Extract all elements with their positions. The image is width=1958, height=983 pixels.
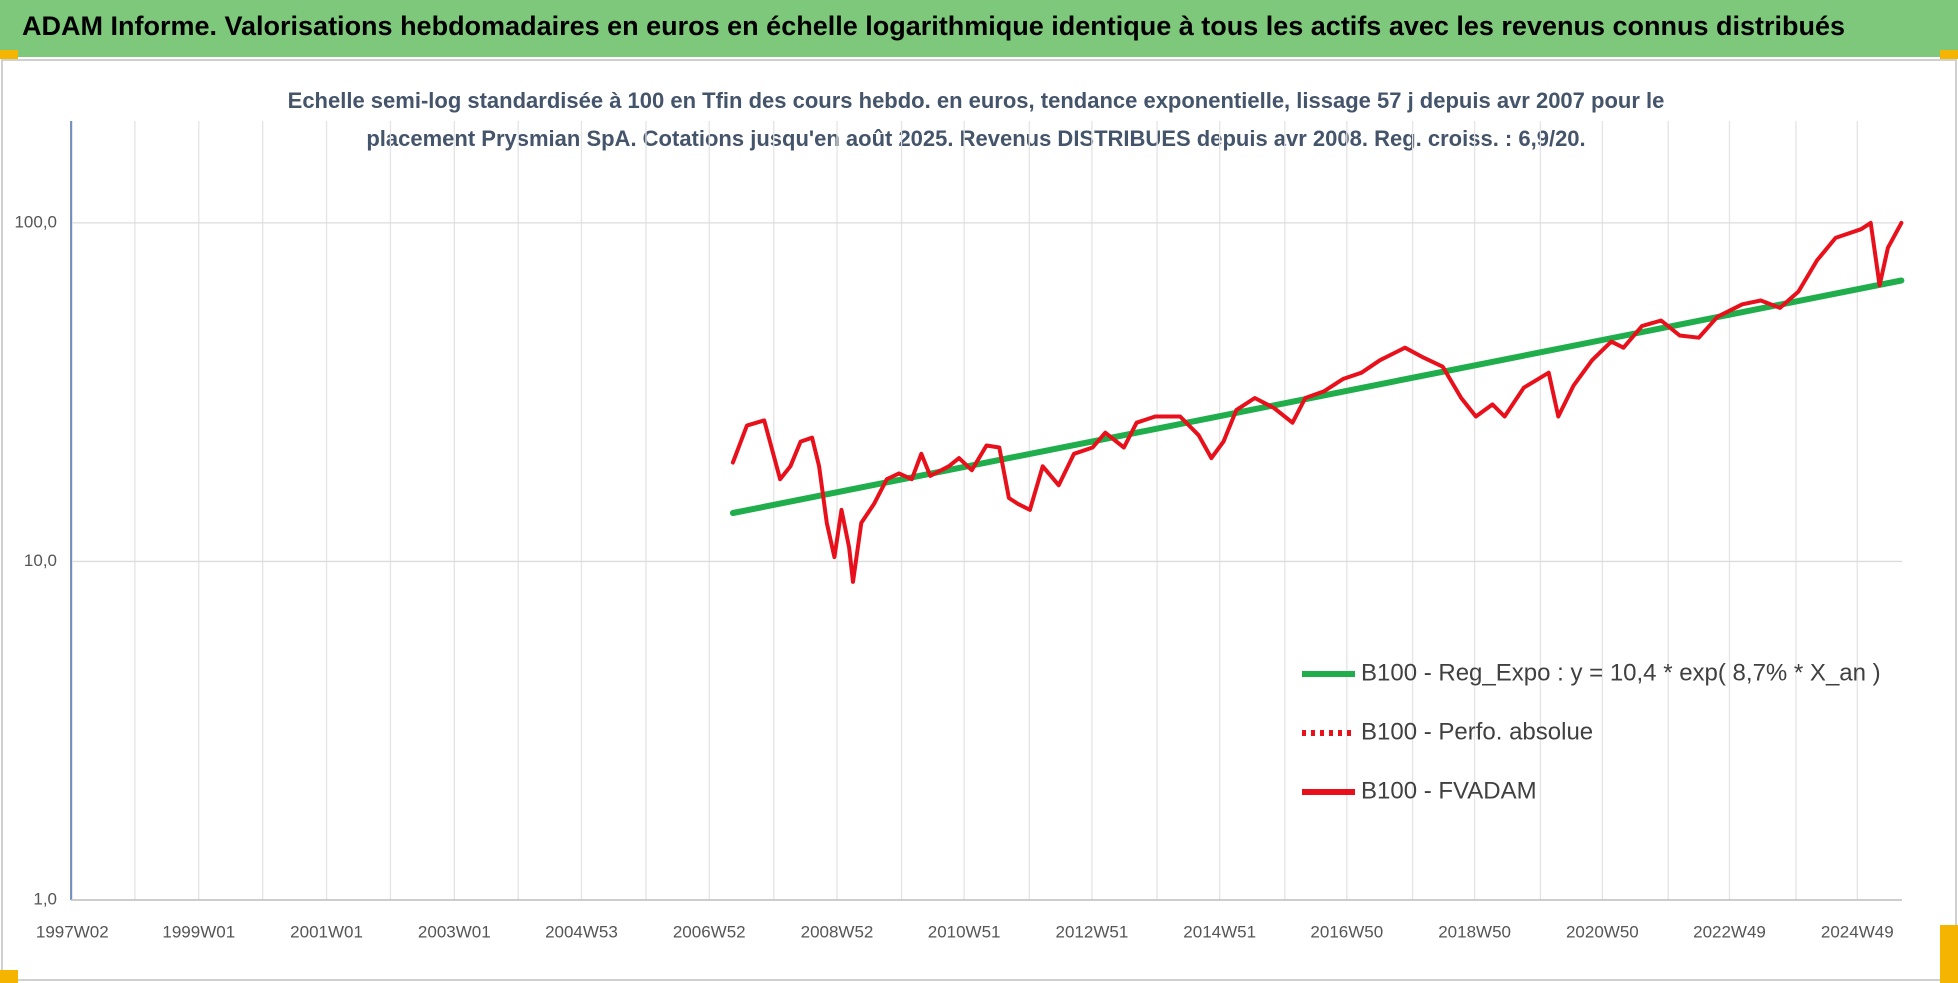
x-tick-label: 2010W51: [928, 922, 1001, 941]
y-tick-label: 1,0: [33, 889, 57, 908]
chart-title: Echelle semi-log standardisée à 100 en T…: [288, 88, 1665, 113]
x-tick-label: 2020W50: [1566, 922, 1639, 941]
chart-title: placement Prysmian SpA. Cotations jusqu'…: [366, 126, 1585, 151]
x-tick-label: 2014W51: [1183, 922, 1256, 941]
legend-label: B100 - Reg_Expo : y = 10,4 * exp( 8,7% *…: [1361, 659, 1881, 686]
corner: [0, 970, 18, 983]
legend-label: B100 - Perfo. absolue: [1361, 718, 1593, 745]
x-tick-label: 2008W52: [801, 922, 874, 941]
x-tick-label: 2018W50: [1438, 922, 1511, 941]
series-line: [730, 220, 1904, 584]
x-tick-label: 2024W49: [1821, 922, 1894, 941]
corner: [0, 50, 18, 59]
x-tick-label: 1997W02: [36, 922, 109, 941]
x-tick-label: 2022W49: [1693, 922, 1766, 941]
frame: [1, 59, 1957, 981]
corner: [1940, 925, 1958, 983]
x-tick-label: 1999W01: [162, 922, 235, 941]
x-tick-label: 2006W52: [673, 922, 746, 941]
legend-label: B100 - FVADAM: [1361, 777, 1537, 804]
x-tick-label: 2003W01: [418, 922, 491, 941]
header-band: [0, 0, 1958, 57]
x-tick-label: 2004W53: [545, 922, 618, 941]
y-tick-label: 100,0: [14, 212, 57, 231]
x-tick-label: 2001W01: [290, 922, 363, 941]
corner: [1940, 50, 1958, 59]
x-tick-label: 2012W51: [1056, 922, 1129, 941]
header-title: ADAM Informe. Valorisations hebdomadaire…: [22, 11, 1845, 41]
y-tick-label: 10,0: [24, 551, 57, 570]
x-tick-label: 2016W50: [1310, 922, 1383, 941]
